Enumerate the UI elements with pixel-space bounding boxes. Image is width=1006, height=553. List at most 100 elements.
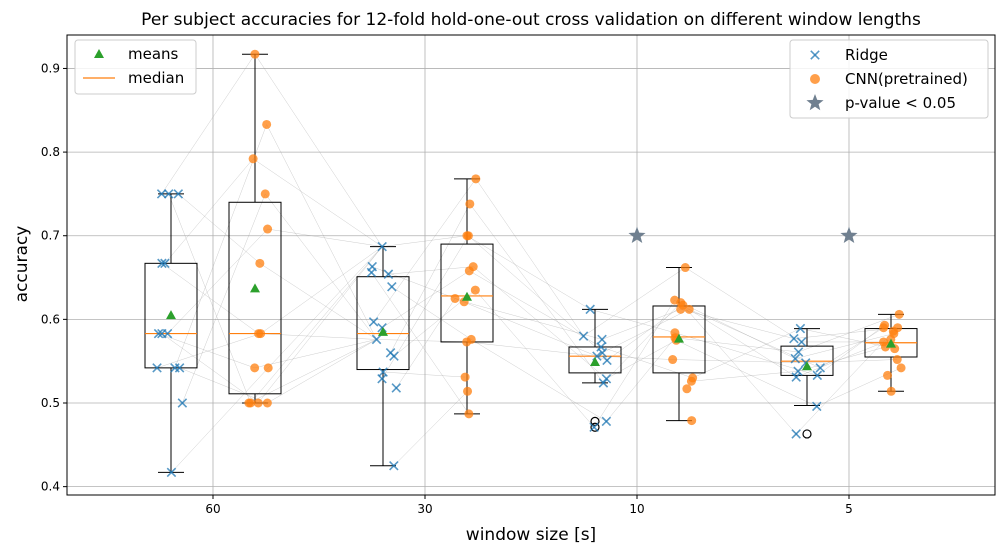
subject-link [796, 330, 894, 435]
cnn-point [253, 398, 263, 408]
x-stroke-b [166, 467, 177, 478]
subject-link [593, 300, 675, 428]
ridge-point [173, 189, 184, 199]
cnn-point [470, 285, 480, 295]
subject-link [253, 158, 383, 247]
mean-marker [802, 361, 812, 371]
x-tick-label: 5 [845, 502, 853, 516]
subject-link [158, 333, 255, 369]
axes-frame [66, 34, 996, 496]
ridge-point [157, 258, 167, 269]
ridge-point [790, 353, 801, 364]
x-stroke-b [790, 353, 801, 364]
subject-link [469, 203, 604, 384]
subject-link [469, 270, 602, 348]
y-axis-label: accuracy [12, 226, 32, 303]
points-ridge [152, 189, 826, 478]
cnn-point [465, 199, 475, 209]
x-stroke-b [597, 348, 608, 358]
x-stroke-b [812, 370, 823, 381]
cnn-point [460, 372, 470, 382]
subject-link [266, 124, 377, 340]
x-stroke-b [578, 331, 589, 341]
x-stroke-b [177, 398, 188, 408]
y-tick-label: 0.7 [41, 229, 60, 243]
cnn-point [879, 323, 889, 333]
ridge-point [377, 373, 387, 384]
subject-link [168, 193, 251, 404]
cnn-point [464, 409, 474, 419]
x-tick-label: 60 [205, 502, 220, 516]
x-stroke-b [389, 460, 399, 471]
chart-title: Per subject accuracies for 12-fold hold-… [141, 10, 921, 30]
boxplot-ridge-60 [144, 193, 198, 473]
subject-link [258, 246, 383, 404]
subject-link [800, 328, 895, 349]
cnn-point [248, 154, 258, 164]
cnn-point [676, 304, 686, 314]
ridge-point [383, 269, 394, 279]
subject-link [817, 325, 885, 376]
ridge-point [601, 416, 612, 427]
subject-link [583, 267, 686, 337]
legend-mean-marker [94, 49, 104, 58]
subject-link [676, 340, 817, 407]
x-stroke-b [815, 363, 826, 373]
x-tick-label: 30 [417, 502, 432, 516]
ridge-point [177, 398, 188, 408]
ridge-point [371, 334, 382, 345]
subject-link [156, 333, 261, 369]
x-stroke-b [391, 383, 402, 393]
ridge-point [601, 373, 612, 384]
legend-label-cnn-pretrained-: CNN(pretrained) [845, 70, 968, 88]
ridge-point [815, 363, 826, 373]
ridge-point [796, 337, 807, 347]
mean-marker [166, 310, 176, 320]
legend-means-median: means median [74, 39, 197, 95]
x-stroke-b [366, 267, 377, 278]
ridge-point [153, 328, 164, 339]
subject-link [161, 54, 256, 195]
legend-cnn-marker [810, 74, 820, 84]
x-stroke-b [387, 281, 397, 292]
x-stroke-b [810, 50, 820, 60]
subject-link [689, 309, 821, 369]
mean-marker [250, 283, 260, 293]
ridge-point [793, 347, 804, 357]
cnn-point [896, 363, 906, 373]
x-stroke-b [796, 337, 807, 347]
cnn-point [244, 398, 254, 408]
box-iqr [568, 346, 622, 374]
subject-link [267, 339, 377, 404]
x-stroke-b [162, 328, 173, 339]
legend-frame [74, 39, 197, 95]
cnn-point [883, 370, 893, 380]
subject-link [606, 305, 684, 361]
x-stroke-b [156, 189, 167, 199]
subject-link [475, 289, 595, 428]
subject-link [250, 246, 383, 404]
x-stroke-b [377, 241, 387, 252]
ridge-point [163, 189, 174, 199]
subject-link [381, 235, 469, 379]
subject-link [382, 235, 467, 247]
ridge-point [156, 189, 167, 199]
subject-link [161, 333, 259, 404]
ridge-point [789, 333, 799, 344]
x-stroke-b [795, 323, 806, 334]
cnn-point [462, 337, 472, 347]
significance-star [840, 226, 858, 244]
cnn-point [894, 309, 904, 319]
subject-link [381, 270, 470, 328]
x-stroke-b [811, 401, 822, 412]
points-cnn-pretrained- [244, 49, 906, 426]
mean-marker [462, 291, 472, 301]
outlier-point [590, 422, 600, 432]
legend-ridge-marker [810, 50, 820, 60]
x-stroke-b [602, 355, 612, 366]
significance-star [628, 226, 646, 244]
x-stroke-b [791, 429, 801, 439]
mean-marker [590, 357, 600, 367]
ridge-point [598, 378, 609, 388]
subject-link [265, 193, 377, 340]
